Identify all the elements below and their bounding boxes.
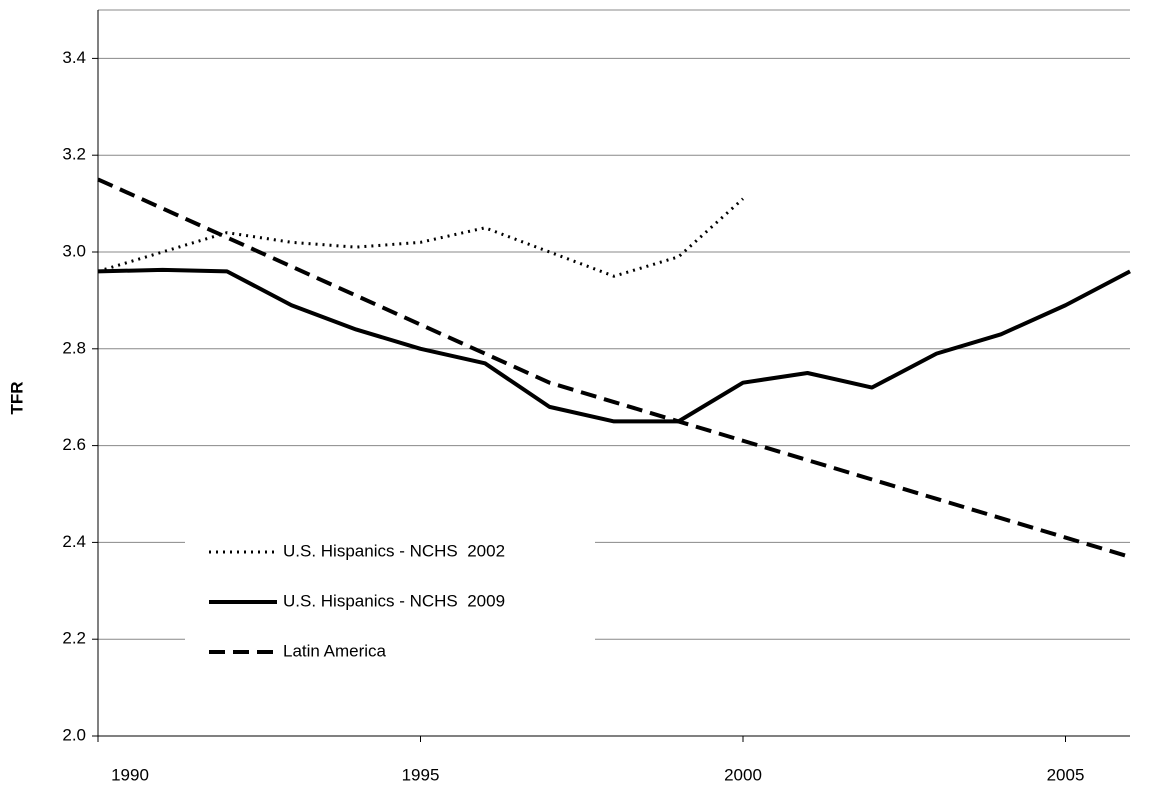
y-tick-label: 2.4 xyxy=(62,532,86,551)
x-tick-label: 2005 xyxy=(1047,765,1085,784)
legend: U.S. Hispanics - NCHS 2002 U.S. Hispanics… xyxy=(185,528,595,668)
legend-label: U.S. Hispanics - NCHS 2009 xyxy=(283,591,505,610)
y-tick-label: 3.2 xyxy=(62,145,86,164)
x-tick-label: 1995 xyxy=(402,765,440,784)
y-tick-label: 2.8 xyxy=(62,338,86,357)
series-line xyxy=(97,197,745,278)
x-tick-label: 1990 xyxy=(111,765,149,784)
y-axis-label: TFR xyxy=(7,381,26,414)
y-tick-label: 2.0 xyxy=(62,725,86,744)
series-line xyxy=(97,177,1131,559)
y-tick-label: 2.6 xyxy=(62,435,86,454)
legend-label: U.S. Hispanics - NCHS 2002 xyxy=(283,541,505,560)
y-tick-label: 3.4 xyxy=(62,48,86,67)
series-line xyxy=(97,267,1131,424)
y-tick-label: 3.0 xyxy=(62,241,86,260)
legend-box xyxy=(185,528,595,668)
legend-label: Latin America xyxy=(283,641,387,660)
y-tick-label: 2.2 xyxy=(62,629,86,648)
x-tick-label: 2000 xyxy=(724,765,762,784)
